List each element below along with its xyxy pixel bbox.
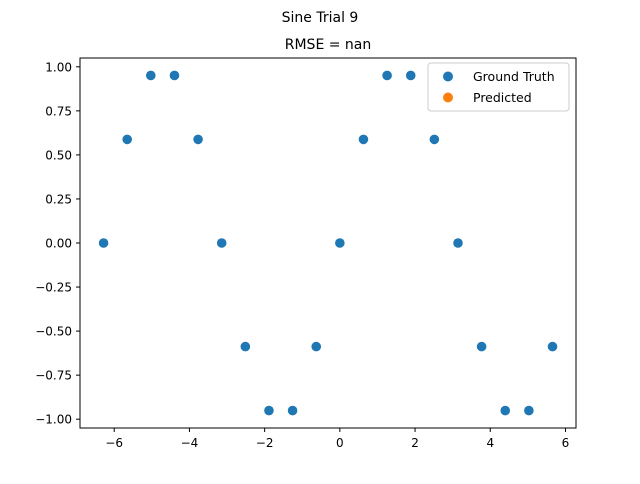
x-tick-label: 2: [411, 436, 419, 450]
data-point-ground-truth: [358, 134, 369, 145]
data-point-ground-truth: [98, 238, 109, 248]
data-point-ground-truth: [382, 70, 392, 81]
x-tick-label: −2: [256, 436, 274, 450]
y-tick-label: 0.25: [45, 192, 72, 206]
y-tick-label: 0.50: [45, 148, 72, 162]
y-tick-label: 0.00: [45, 237, 72, 251]
data-point-ground-truth: [169, 70, 180, 81]
legend-marker-predicted: [443, 92, 453, 103]
data-point-ground-truth: [335, 238, 345, 248]
data-point-ground-truth: [524, 405, 534, 416]
legend-marker-ground-truth: [443, 71, 453, 82]
data-point-ground-truth: [146, 70, 156, 81]
y-tick-label: 1.00: [45, 60, 72, 74]
data-point-ground-truth: [311, 341, 322, 352]
data-point-ground-truth: [547, 341, 558, 352]
data-point-ground-truth: [476, 341, 487, 352]
plot-area: −6 −4 −2 0 2 4 6 1.00 0.75 0.50 0.25 0.00 −0.25 −0.50…: [35, 57, 577, 450]
data-point-ground-truth: [264, 405, 274, 416]
data-point-ground-truth: [122, 134, 132, 145]
y-tick-label: 0.75: [45, 104, 72, 118]
y-tick-label: −0.75: [35, 369, 72, 383]
y-tick-label: −0.25: [35, 281, 72, 295]
chart-title: RMSE = nan: [285, 37, 372, 53]
x-tick-label: −6: [105, 436, 123, 450]
data-point-ground-truth: [193, 134, 203, 145]
axes-frame: [79, 57, 577, 429]
legend-label-predicted: Predicted: [473, 90, 532, 105]
x-tick-label: −4: [181, 436, 199, 450]
legend-frame: [427, 62, 570, 112]
data-point-ground-truth: [405, 70, 416, 81]
data-point-ground-truth: [500, 405, 511, 416]
data-point-ground-truth: [240, 341, 251, 352]
x-tick-label: 6: [562, 436, 570, 450]
legend-label-ground-truth: Ground Truth: [473, 69, 555, 84]
x-tick-label: 0: [336, 436, 344, 450]
data-point-ground-truth: [453, 238, 463, 248]
x-tick-label: 4: [486, 436, 494, 450]
figure-suptitle: Sine Trial 9: [282, 10, 359, 26]
data-point-ground-truth: [287, 405, 298, 416]
data-point-ground-truth: [429, 134, 440, 145]
legend: Ground Truth Predicted: [427, 62, 570, 112]
y-tick-label: −1.00: [35, 413, 72, 427]
data-point-ground-truth: [216, 238, 227, 248]
y-tick-label: −0.50: [35, 325, 72, 339]
